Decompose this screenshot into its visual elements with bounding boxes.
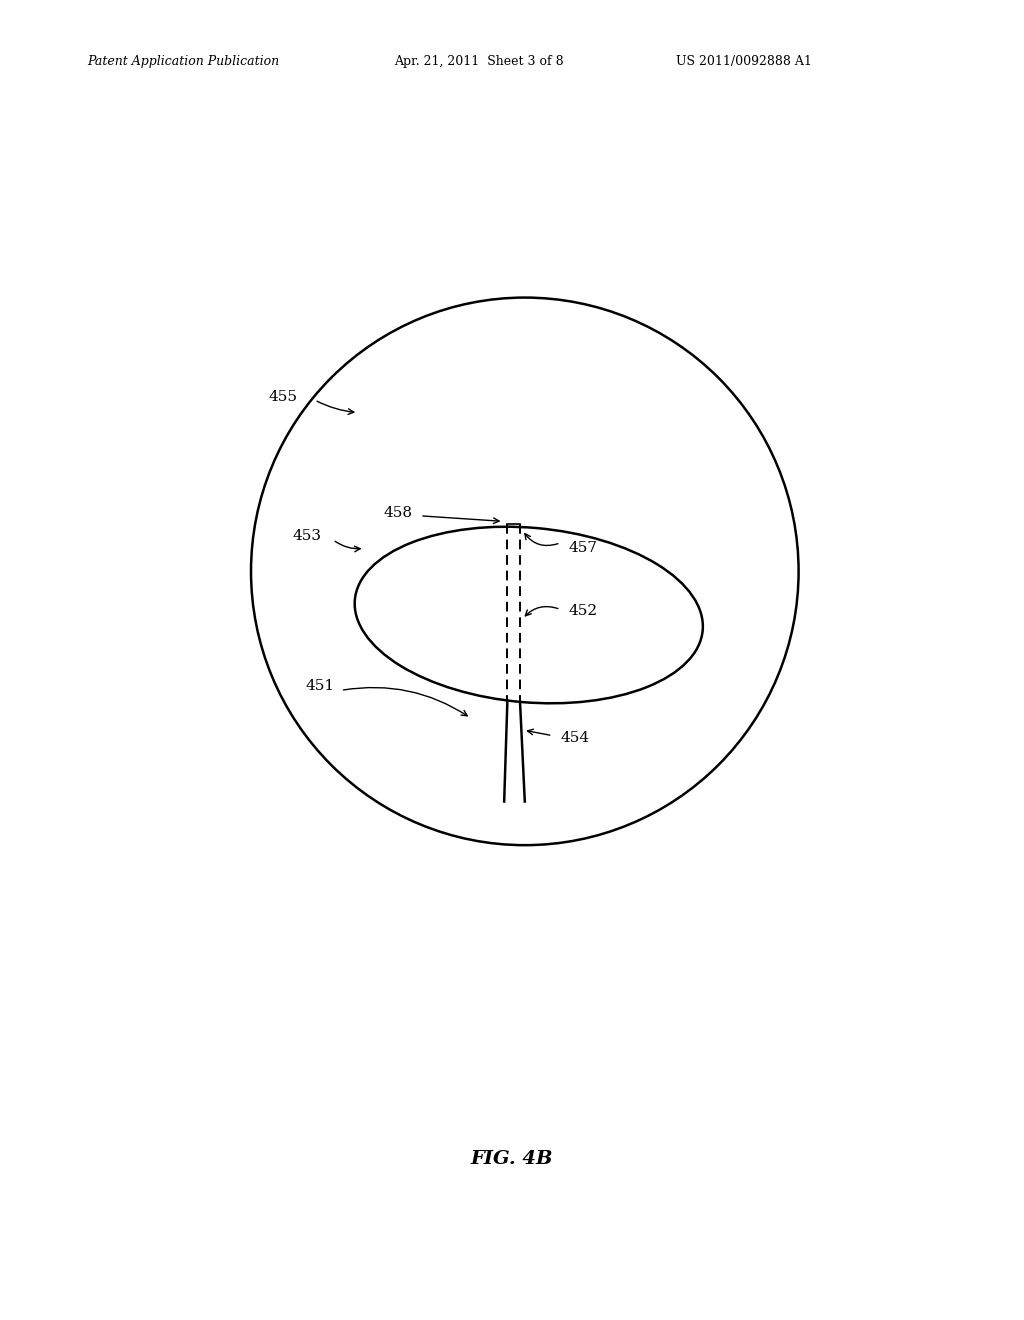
Text: US 2011/0092888 A1: US 2011/0092888 A1 [676,55,812,69]
Text: Patent Application Publication: Patent Application Publication [87,55,280,69]
Text: 453: 453 [292,529,322,544]
Text: FIG. 4B: FIG. 4B [471,1150,553,1168]
Text: 452: 452 [568,605,598,618]
Text: 455: 455 [268,389,297,404]
Text: 454: 454 [560,731,590,744]
Text: 458: 458 [383,507,413,520]
Text: 451: 451 [305,678,335,693]
Text: Apr. 21, 2011  Sheet 3 of 8: Apr. 21, 2011 Sheet 3 of 8 [394,55,564,69]
Text: 457: 457 [568,541,597,554]
